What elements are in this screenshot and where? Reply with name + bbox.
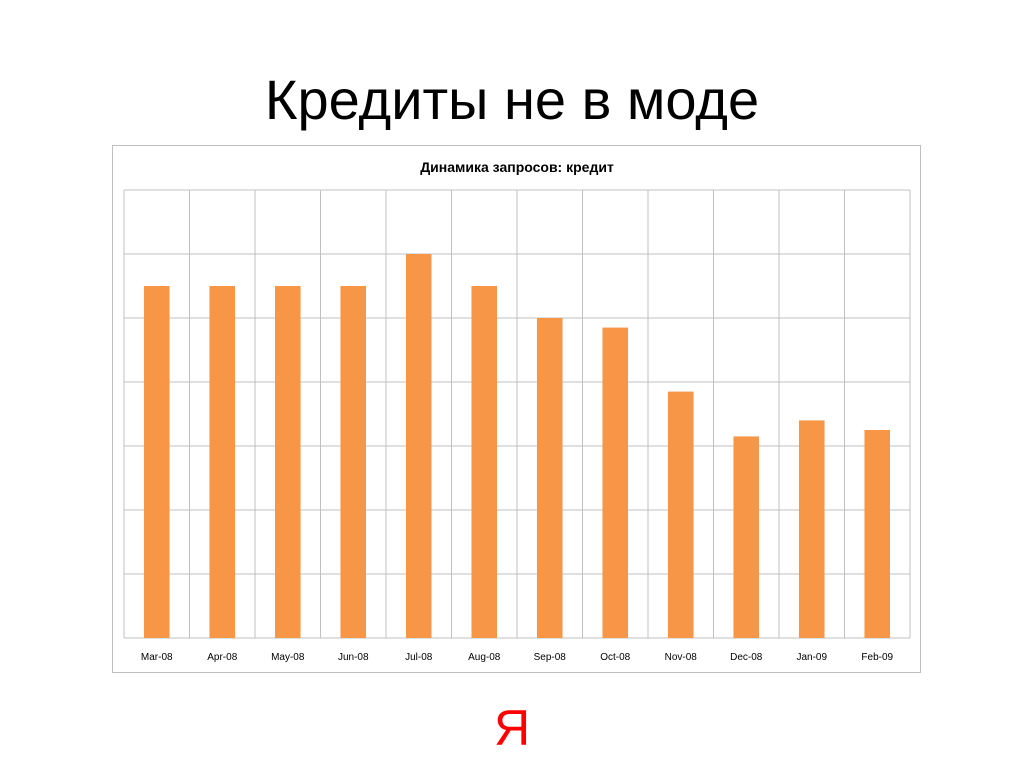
x-tick-label: Sep-08 [534,652,567,663]
slide-title: Кредиты не в моде [264,68,760,131]
x-axis-labels: Mar-08 Apr-08 May-08 Jun-08 Jul-08 Aug-08 Sep-… [141,652,894,663]
chart-frame: Динамика запросов: кредит Mar-08 Apr-08 Ma… [112,145,921,673]
x-tick-label: Jan-09 [796,652,827,663]
grid-lines [123,189,911,639]
x-tick-label: Jun-08 [338,652,369,663]
x-tick-label: Jul-08 [405,652,433,663]
chart-title: Динамика запросов: кредит [420,159,614,175]
bar-sep-08 [536,318,563,638]
x-tick-label: Feb-09 [861,652,893,663]
x-tick-label: Mar-08 [141,652,173,663]
bar-jan-09 [798,420,825,638]
x-tick-label: Apr-08 [207,652,237,663]
bar-nov-08 [667,391,694,638]
x-tick-label: Oct-08 [600,652,630,663]
bar-jun-08 [340,286,367,638]
x-tick-label: May-08 [271,652,305,663]
x-tick-label: Aug-08 [468,652,501,663]
yandex-logo: Я [493,700,531,756]
bars [143,254,891,638]
bar-may-08 [274,286,301,638]
x-tick-label: Nov-08 [665,652,698,663]
bar-mar-08 [143,286,170,638]
x-tick-label: Dec-08 [730,652,763,663]
bar-feb-09 [864,430,891,638]
bar-oct-08 [602,327,629,638]
bar-aug-08 [471,286,498,638]
bar-chart: Динамика запросов: кредит Mar-08 Apr-08 Ma… [123,159,911,663]
bar-dec-08 [733,436,760,638]
bar-jul-08 [405,254,432,638]
bar-apr-08 [209,286,236,638]
